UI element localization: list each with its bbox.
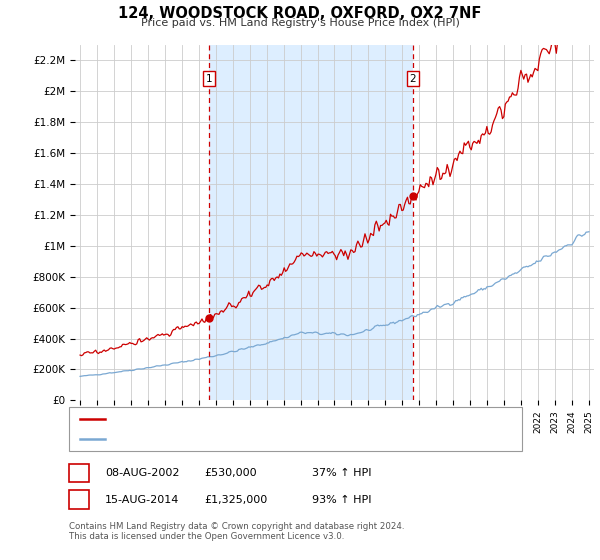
Text: HPI: Average price, detached house, Oxford: HPI: Average price, detached house, Oxfo…: [112, 433, 340, 444]
Text: Price paid vs. HM Land Registry's House Price Index (HPI): Price paid vs. HM Land Registry's House …: [140, 18, 460, 28]
Text: 93% ↑ HPI: 93% ↑ HPI: [312, 494, 371, 505]
Text: 124, WOODSTOCK ROAD, OXFORD, OX2 7NF (detached house): 124, WOODSTOCK ROAD, OXFORD, OX2 7NF (de…: [112, 414, 439, 424]
Text: £1,325,000: £1,325,000: [204, 494, 267, 505]
Text: 1: 1: [76, 468, 82, 478]
Text: 124, WOODSTOCK ROAD, OXFORD, OX2 7NF: 124, WOODSTOCK ROAD, OXFORD, OX2 7NF: [118, 6, 482, 21]
Text: 15-AUG-2014: 15-AUG-2014: [105, 494, 179, 505]
Text: 2: 2: [410, 73, 416, 83]
Text: £530,000: £530,000: [204, 468, 257, 478]
Text: 2: 2: [76, 494, 82, 505]
Bar: [209, 45, 413, 400]
Text: 1: 1: [206, 73, 212, 83]
Text: 08-AUG-2002: 08-AUG-2002: [105, 468, 179, 478]
Text: Contains HM Land Registry data © Crown copyright and database right 2024.
This d: Contains HM Land Registry data © Crown c…: [69, 522, 404, 542]
Text: 37% ↑ HPI: 37% ↑ HPI: [312, 468, 371, 478]
